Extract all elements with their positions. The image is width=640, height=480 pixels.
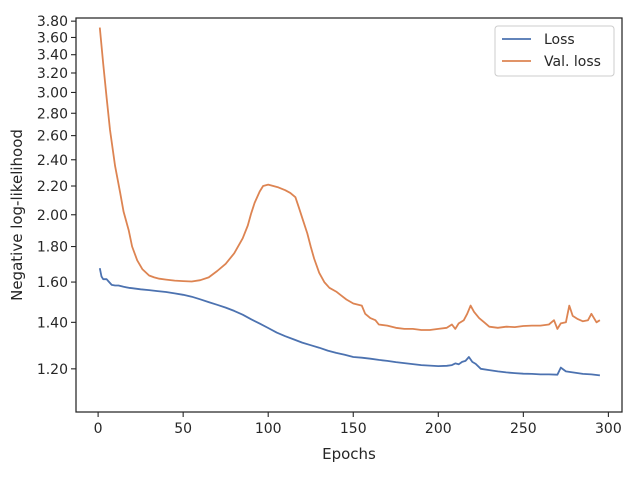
- legend: Loss Val. loss: [494, 25, 615, 77]
- y-tick-label: 1.60: [37, 275, 68, 291]
- y-tick-label: 3.00: [37, 85, 68, 101]
- legend-label-loss: Loss: [544, 32, 575, 48]
- y-tick-label: 3.40: [37, 48, 68, 64]
- y-tick-label: 2.80: [37, 106, 68, 122]
- x-tick-label: 250: [510, 421, 537, 437]
- x-tick-label: 150: [340, 421, 367, 437]
- y-tick-label: 3.60: [37, 30, 68, 46]
- x-tick-label: 50: [174, 421, 192, 437]
- x-axis-label: Epochs: [322, 445, 376, 463]
- legend-label-val-loss: Val. loss: [544, 54, 601, 70]
- x-tick-label: 100: [255, 421, 282, 437]
- y-tick-label: 2.20: [37, 179, 68, 195]
- series-line-loss: [98, 268, 601, 377]
- y-tick-label: 2.40: [37, 153, 68, 169]
- y-tick-label: 1.80: [37, 240, 68, 256]
- series-line-val-loss: [98, 27, 601, 331]
- series-layer: [98, 27, 601, 377]
- y-tick-label: 2.60: [37, 129, 68, 145]
- x-tick-label: 300: [595, 421, 622, 437]
- y-axis-label: Negative log-likelihood: [8, 129, 26, 301]
- y-tick-label: 3.20: [37, 66, 68, 82]
- y-tick-label: 3.80: [37, 14, 68, 30]
- x-tick-label: 200: [425, 421, 452, 437]
- y-tick-label: 1.20: [37, 362, 68, 378]
- x-axis-ticks: 0 50 100 150 200 250 300: [94, 412, 622, 437]
- plot-frame: [75, 17, 623, 413]
- y-tick-label: 1.40: [37, 315, 68, 331]
- y-axis-ticks: 1.20 1.40 1.60 1.80 2.00 2.20 2.40 2.60 2.80 3.00…: [37, 14, 76, 378]
- y-tick-label: 2.00: [37, 208, 68, 224]
- x-tick-label: 0: [94, 421, 103, 437]
